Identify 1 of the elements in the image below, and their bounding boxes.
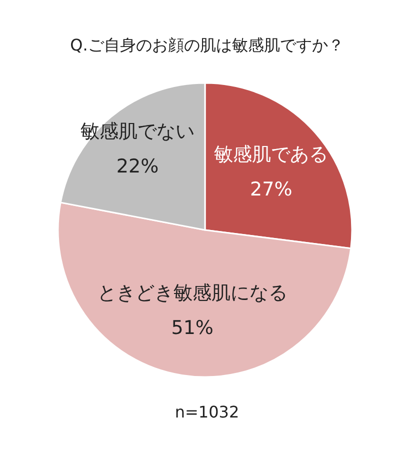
title: Q.ご自身のお顔の肌は敏感肌ですか？ <box>70 36 344 54</box>
